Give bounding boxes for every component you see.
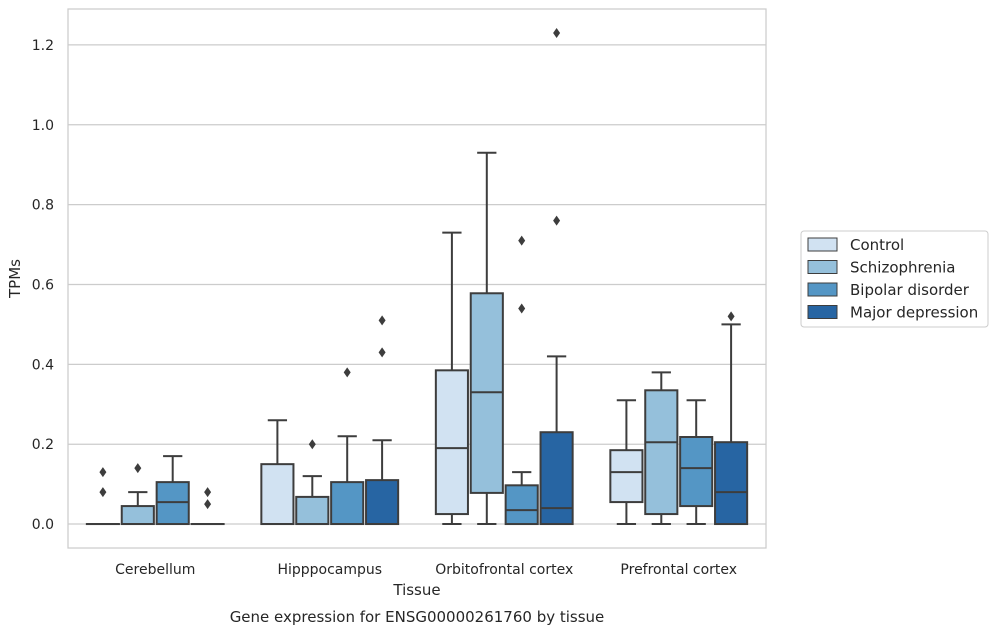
box [365, 315, 400, 526]
x-tick-label: Hipppocampus [277, 562, 382, 578]
y-tick-label: 1.0 [32, 118, 54, 134]
legend-swatch [807, 237, 838, 252]
box-body [120, 505, 155, 526]
x-axis-label: Tissue [392, 581, 440, 599]
legend-label: Major depression [850, 304, 978, 322]
box-body [679, 436, 714, 508]
x-tick-label: Cerebellum [115, 562, 195, 578]
chart-caption: Gene expression for ENSG00000261760 by t… [230, 608, 605, 626]
outlier-point [204, 487, 212, 498]
box-body [539, 431, 574, 526]
box [330, 367, 365, 526]
box [85, 467, 120, 526]
outlier-point [553, 27, 561, 38]
outlier-point [308, 439, 316, 450]
box-body [644, 389, 679, 516]
box [644, 371, 679, 526]
legend-swatch [807, 282, 838, 297]
y-tick-label: 0.4 [32, 357, 54, 373]
outlier-point [727, 311, 735, 322]
box-body [714, 441, 749, 526]
outlier-point [99, 467, 107, 478]
axes: 0.0 0.2 0.4 0.6 0.8 1.0 1.2 Cerebellum Hipppocam… [32, 8, 767, 578]
legend-label: Schizophrenia [850, 259, 955, 277]
box-body [365, 479, 400, 526]
y-axis-label: TPMs [6, 259, 24, 299]
legend-frame [800, 230, 989, 328]
box [504, 235, 539, 526]
legend-swatch [807, 260, 838, 274]
outlier-point [134, 463, 142, 474]
box [120, 463, 155, 526]
y-tick-label: 0.2 [32, 437, 54, 453]
box [260, 419, 295, 526]
box [679, 399, 714, 526]
legend: Control Schizophrenia Bipolar disorder Majo… [800, 230, 989, 328]
box [714, 311, 749, 526]
legend-label: Bipolar disorder [850, 281, 970, 299]
box [190, 487, 225, 526]
outlier-point [343, 367, 351, 378]
box-body [504, 484, 539, 526]
box-body [434, 369, 469, 516]
box-body [260, 463, 295, 526]
y-tick-label: 0.8 [32, 198, 54, 214]
box [539, 27, 574, 526]
outlier-point [99, 487, 107, 498]
box [469, 151, 504, 526]
box [295, 439, 330, 526]
box-body [609, 449, 644, 504]
outlier-point [553, 215, 561, 226]
box [155, 455, 190, 526]
box [609, 399, 644, 526]
box-body [295, 495, 330, 526]
legend-label: Control [850, 236, 904, 254]
plot-frame [67, 8, 767, 549]
gridlines [68, 44, 766, 525]
box-body [330, 481, 365, 526]
outlier-point [518, 303, 526, 314]
x-tick-label: Orbitofrontal cortex [435, 562, 573, 578]
outlier-point [378, 315, 386, 326]
outlier-point [378, 347, 386, 358]
outlier-point [518, 235, 526, 246]
box [434, 231, 469, 526]
x-tick-label: Prefrontal cortex [620, 562, 737, 578]
y-tick-label: 0.0 [32, 517, 54, 533]
y-tick-label: 0.6 [32, 277, 54, 293]
outlier-point [204, 499, 212, 510]
legend-swatch [807, 305, 838, 319]
y-tick-label: 1.2 [32, 38, 54, 54]
box-plot-series [85, 27, 749, 526]
